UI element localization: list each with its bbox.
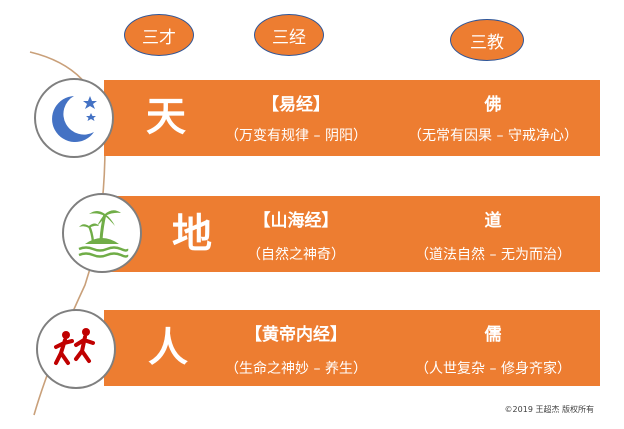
header-sanjing: 三经 — [254, 14, 324, 56]
heaven-circle — [34, 78, 114, 158]
religion-note-heaven: （无常有因果 – 守戒净心） — [408, 128, 578, 144]
people-running-icon — [54, 328, 95, 365]
row-human — [104, 310, 600, 386]
earth-circle — [62, 193, 142, 273]
human-circle — [36, 309, 116, 389]
classic-human: 【黄帝内经】 — [245, 325, 347, 345]
classic-heaven: 【易经】 — [262, 95, 330, 115]
header-sanjiao: 三教 — [450, 19, 524, 61]
header-sanjing-label: 三经 — [272, 27, 306, 48]
religion-note-human: （人世复杂 – 修身齐家） — [415, 361, 571, 377]
header-sanjiao-label: 三教 — [470, 32, 504, 53]
copyright-text: ©2019 王超杰 版权所有 — [504, 405, 594, 414]
header-sancai: 三才 — [124, 14, 194, 56]
classic-note-human: （生命之神妙 – 养生） — [225, 361, 367, 377]
classic-note-heaven: （万变有规律 – 阴阳） — [225, 128, 367, 144]
realm-heaven: 天 — [146, 94, 186, 140]
moon-stars-icon — [52, 96, 97, 142]
row-heaven — [104, 80, 600, 156]
realm-human: 人 — [148, 325, 188, 371]
religion-earth: 道 — [484, 211, 502, 231]
classic-earth: 【山海经】 — [253, 211, 339, 231]
religion-human: 儒 — [484, 325, 502, 345]
header-sancai-label: 三才 — [142, 27, 176, 48]
palm-island-icon — [78, 210, 129, 258]
row-earth — [104, 196, 600, 272]
classic-note-earth: （自然之神奇） — [247, 247, 345, 263]
religion-note-earth: （道法自然 – 无为而治） — [415, 247, 571, 263]
religion-heaven: 佛 — [484, 95, 502, 115]
realm-earth: 地 — [172, 211, 212, 257]
